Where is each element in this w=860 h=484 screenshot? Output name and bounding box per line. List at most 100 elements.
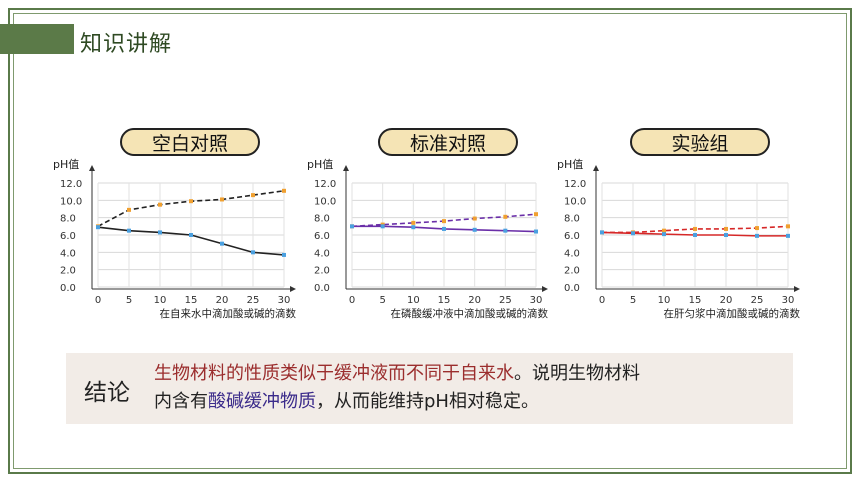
x-tick-label: 5 [630, 295, 636, 306]
x-tick-label: 10 [154, 295, 167, 306]
y-tick-label: 12.0 [60, 179, 82, 190]
x-tick-label: 10 [658, 295, 671, 306]
chart-3-svg: pH值 12.0 10.0 8.0 6.0 4.0 2.0 0.0 0 5 10 15 20 25 30在肝… [557, 158, 801, 320]
x-axis-arrow [794, 286, 800, 292]
conclusion-text: 生物材料的性质类似于缓冲液而不同于自来水。说明生物材料 内含有酸碱缓冲物质，从而… [154, 360, 784, 416]
x-tick-label: 15 [438, 295, 451, 306]
x-tick-label: 5 [126, 295, 132, 306]
data-point [693, 226, 697, 231]
y-axis-label: pH值 [557, 158, 583, 171]
y-tick-label: 12.0 [314, 179, 336, 190]
y-axis-arrow [89, 165, 95, 171]
data-point [189, 233, 193, 237]
conclusion-highlight-blue: 酸碱缓冲物质 [208, 391, 316, 412]
chart-3-badge: 实验组 [630, 128, 770, 156]
y-tick-label: 6.0 [60, 231, 76, 242]
x-tick-label: 0 [599, 295, 605, 306]
data-point [442, 219, 446, 224]
chart-panel-1: pH值 12.0 10.0 8.0 6.0 4.0 2.0 0.0 0 5 10 15 20 25 30 在自… [52, 156, 302, 321]
data-point [220, 241, 224, 246]
y-tick-label: 2.0 [564, 266, 580, 277]
y-tick-label: 0.0 [314, 283, 330, 294]
data-point [380, 224, 385, 229]
data-point [503, 228, 508, 233]
y-axis-arrow [343, 165, 349, 171]
data-point [220, 197, 224, 202]
data-point [600, 230, 604, 235]
x-tick-label: 20 [468, 295, 481, 306]
data-point [755, 226, 759, 231]
data-point [534, 229, 538, 234]
x-axis-label: 在磷酸缓冲液中滴加酸或碱的滴数 [391, 307, 549, 320]
data-point [786, 233, 790, 238]
y-tick-label: 0.0 [564, 283, 580, 294]
x-tick-label: 30 [782, 295, 795, 306]
data-point [411, 225, 416, 230]
x-tick-label: 20 [720, 295, 733, 306]
data-point [251, 250, 255, 255]
x-tick-label: 30 [278, 295, 291, 306]
data-point [534, 212, 538, 217]
chart-1-badge: 空白对照 [120, 128, 260, 156]
data-point [96, 225, 100, 230]
y-tick-label: 2.0 [314, 266, 330, 277]
x-tick-label: 25 [751, 295, 764, 306]
data-point [662, 228, 666, 233]
chart-panel-3: pH值 12.0 10.0 8.0 6.0 4.0 2.0 0.0 0 5 10 15 20 25 30 在肝… [556, 156, 806, 321]
data-point [472, 216, 477, 221]
data-point [631, 231, 635, 236]
data-point [282, 188, 286, 193]
y-tick-label: 0.0 [60, 283, 76, 294]
data-point [350, 224, 354, 229]
y-tick-label: 12.0 [564, 179, 586, 190]
y-tick-label: 8.0 [60, 214, 76, 225]
page-title: 知识讲解 [80, 32, 173, 57]
data-point [158, 202, 162, 207]
conclusion-text-part: 内含有 [154, 391, 208, 412]
x-tick-label: 30 [530, 295, 543, 306]
conclusion-text-part: 。说明生物材料 [514, 363, 640, 384]
x-axis-label: 在肝匀浆中滴加酸或碱的滴数 [664, 307, 801, 320]
data-point [786, 224, 790, 229]
data-point [127, 207, 131, 212]
x-tick-label: 5 [379, 295, 385, 306]
data-point [411, 220, 416, 225]
data-point [755, 233, 759, 238]
chart-1-svg: pH值 12.0 10.0 8.0 6.0 4.0 2.0 0.0 0 5 10 15 20 25 30在自… [53, 158, 297, 320]
y-tick-label: 10.0 [314, 196, 336, 207]
y-tick-label: 2.0 [60, 266, 76, 277]
y-axis-arrow [593, 165, 599, 171]
data-point [724, 226, 728, 231]
chart-2-svg: pH值 12.0 10.0 8.0 6.0 4.0 2.0 0.0 0 5 10 15 20 25 30在磷… [307, 158, 549, 320]
y-tick-label: 4.0 [564, 248, 580, 259]
x-axis-label: 在自来水中滴加酸或碱的滴数 [160, 307, 297, 320]
x-tick-label: 0 [95, 295, 101, 306]
data-point [158, 230, 162, 235]
x-axis-arrow [542, 286, 548, 292]
y-tick-label: 6.0 [314, 231, 330, 242]
data-point [282, 252, 286, 257]
data-point [693, 233, 697, 237]
data-point [724, 233, 728, 237]
slide-frame-outer [8, 8, 852, 474]
header-accent-bar [0, 24, 74, 54]
chart-2-badge: 标准对照 [378, 128, 518, 156]
x-tick-label: 0 [349, 295, 355, 306]
data-point [503, 214, 508, 219]
conclusion-text-part: ，从而能维持pH相对稳定。 [316, 391, 539, 412]
chart-panel-2: pH值 12.0 10.0 8.0 6.0 4.0 2.0 0.0 0 5 10 15 20 25 30 在磷… [306, 156, 554, 321]
x-tick-label: 25 [499, 295, 512, 306]
y-tick-label: 4.0 [60, 248, 76, 259]
y-tick-label: 8.0 [564, 214, 580, 225]
conclusion-highlight-red: 生物材料的性质类似于缓冲液而不同于自来水 [154, 363, 514, 384]
y-axis-label: pH值 [307, 158, 333, 171]
y-tick-label: 10.0 [564, 196, 586, 207]
x-tick-label: 25 [247, 295, 260, 306]
x-axis-arrow [290, 286, 296, 292]
y-tick-label: 6.0 [564, 231, 580, 242]
x-tick-label: 15 [185, 295, 198, 306]
data-point [472, 227, 477, 232]
conclusion-label: 结论 [84, 380, 130, 406]
conclusion-box: 结论 生物材料的性质类似于缓冲液而不同于自来水。说明生物材料 内含有酸碱缓冲物质… [66, 353, 793, 424]
y-axis-label: pH值 [53, 158, 79, 171]
